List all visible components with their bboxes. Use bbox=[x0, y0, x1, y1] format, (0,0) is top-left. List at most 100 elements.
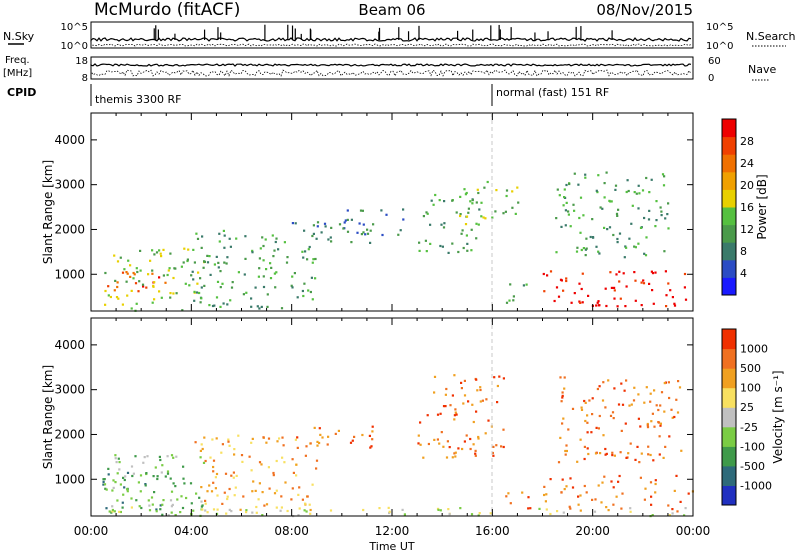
power-echo-cell bbox=[219, 305, 222, 308]
power-echo-cell bbox=[655, 219, 658, 222]
cpid-panel: CPID themis 3300 RF normal (fast) 151 RF bbox=[7, 84, 609, 106]
sky-panel: N.Sky 10^5 10^0 10^5 10^0 N.Search bbox=[3, 21, 796, 52]
velocity-echo-cell bbox=[459, 507, 462, 510]
power-echo-cell bbox=[215, 255, 218, 258]
power-echo-cell bbox=[660, 210, 663, 213]
velocity-echo-cell bbox=[591, 413, 594, 416]
velocity-echo-cell bbox=[121, 501, 124, 504]
power-echo-cell bbox=[581, 272, 584, 275]
power-echo-cell bbox=[432, 203, 435, 206]
velocity-echo-cell bbox=[280, 506, 283, 509]
power-echo-cell bbox=[522, 284, 525, 287]
velocity-echo-cell bbox=[567, 428, 570, 431]
power-echo-cell bbox=[192, 248, 195, 251]
velocity-echo-cell bbox=[675, 398, 678, 401]
velocity-echo-cell bbox=[146, 455, 149, 458]
power-echo-cell bbox=[115, 296, 119, 299]
velocity-echo-cell bbox=[369, 446, 372, 449]
power-echo-cell bbox=[614, 188, 617, 191]
power-echo-cell bbox=[576, 246, 579, 249]
power-echo-region bbox=[542, 270, 688, 308]
velocity-echo-cell bbox=[170, 490, 174, 493]
velocity-echo-cell bbox=[564, 449, 567, 453]
velocity-echo-cell bbox=[388, 511, 391, 515]
power-echo-cell bbox=[262, 244, 265, 248]
power-echo-cell bbox=[397, 233, 400, 236]
velocity-echo-cell bbox=[611, 451, 614, 454]
velocity-echo-cell bbox=[602, 434, 605, 437]
power-echo-cell bbox=[244, 257, 247, 260]
velocity-echo-cell bbox=[521, 491, 524, 494]
velocity-echo-cell bbox=[489, 512, 492, 515]
power-echo-cell bbox=[645, 176, 648, 180]
velocity-y-tick-label: 2000 bbox=[54, 427, 85, 441]
x-axis-label: Time UT bbox=[368, 540, 414, 553]
power-echo-cell bbox=[640, 304, 643, 307]
power-echo-cell bbox=[181, 309, 184, 312]
velocity-echo-cell bbox=[439, 509, 442, 512]
velocity-colorbar-tick-label: -500 bbox=[740, 460, 765, 473]
power-echo-cell bbox=[475, 237, 478, 240]
velocity-echo-cell bbox=[292, 471, 295, 474]
velocity-echo-cell bbox=[679, 500, 682, 503]
velocity-echo-cell bbox=[326, 443, 329, 446]
velocity-y-tick-label: 3000 bbox=[54, 383, 85, 397]
power-echo-cell bbox=[596, 191, 599, 194]
power-echo-cell bbox=[372, 223, 375, 226]
velocity-echo-cell bbox=[687, 492, 690, 495]
power-echo-cell bbox=[330, 226, 333, 229]
power-echo-cell bbox=[471, 199, 474, 202]
velocity-echo-cell bbox=[654, 479, 657, 482]
velocity-echo-cell bbox=[561, 396, 564, 399]
velocity-echo-cell bbox=[169, 477, 172, 480]
velocity-echo-cell bbox=[478, 512, 481, 515]
power-echo-cell bbox=[217, 266, 220, 269]
velocity-echo-cell bbox=[493, 376, 496, 379]
power-echo-cell bbox=[504, 210, 507, 213]
velocity-echo-cell bbox=[569, 507, 572, 510]
power-echo-cell bbox=[648, 282, 651, 285]
velocity-echo-cell bbox=[212, 465, 215, 469]
velocity-echo-cell bbox=[371, 425, 374, 428]
power-echo-cell bbox=[634, 279, 637, 282]
power-echo-cell bbox=[655, 200, 658, 203]
power-echo-cell bbox=[418, 241, 421, 244]
velocity-echo-cell bbox=[649, 400, 652, 403]
power-echo-cell bbox=[402, 218, 405, 221]
velocity-echo-cell bbox=[583, 484, 586, 488]
power-echo-cell bbox=[616, 305, 619, 308]
power-echo-cell bbox=[605, 171, 608, 174]
power-echo-cell bbox=[587, 294, 590, 297]
velocity-echo-cell bbox=[680, 449, 683, 452]
velocity-echo-cell bbox=[130, 465, 134, 468]
power-echo-cell bbox=[135, 267, 138, 270]
power-echo-cell bbox=[151, 269, 154, 272]
velocity-echo-cell bbox=[306, 495, 309, 498]
velocity-echo-cell bbox=[281, 436, 284, 439]
power-echo-cell bbox=[104, 303, 107, 306]
velocity-echo-cell bbox=[321, 436, 324, 439]
power-echo-cell bbox=[565, 277, 568, 280]
velocity-echo-cell bbox=[649, 392, 652, 395]
power-echo-cell bbox=[169, 292, 172, 295]
velocity-echo-region bbox=[543, 474, 694, 513]
velocity-echo-cell bbox=[245, 511, 248, 514]
power-echo-cell bbox=[307, 248, 310, 251]
power-echo-cell bbox=[243, 273, 246, 276]
velocity-echo-cell bbox=[613, 454, 616, 457]
velocity-echo-cell bbox=[583, 445, 586, 448]
velocity-echo-cell bbox=[625, 379, 628, 382]
power-echo-cell bbox=[624, 245, 627, 248]
power-echo-cell bbox=[650, 178, 653, 181]
velocity-echo-cell bbox=[561, 422, 564, 425]
power-echo-cell bbox=[606, 228, 609, 231]
power-echo-cell bbox=[575, 250, 579, 253]
velocity-echo-cell bbox=[159, 504, 162, 507]
power-echo-cell bbox=[516, 186, 519, 189]
power-echo-cell bbox=[665, 294, 668, 297]
velocity-echo-cell bbox=[617, 480, 620, 483]
velocity-echo-cell bbox=[115, 461, 118, 464]
velocity-echo-cell bbox=[166, 470, 170, 473]
velocity-echo-cell bbox=[132, 472, 135, 475]
power-echo-cell bbox=[459, 195, 462, 198]
